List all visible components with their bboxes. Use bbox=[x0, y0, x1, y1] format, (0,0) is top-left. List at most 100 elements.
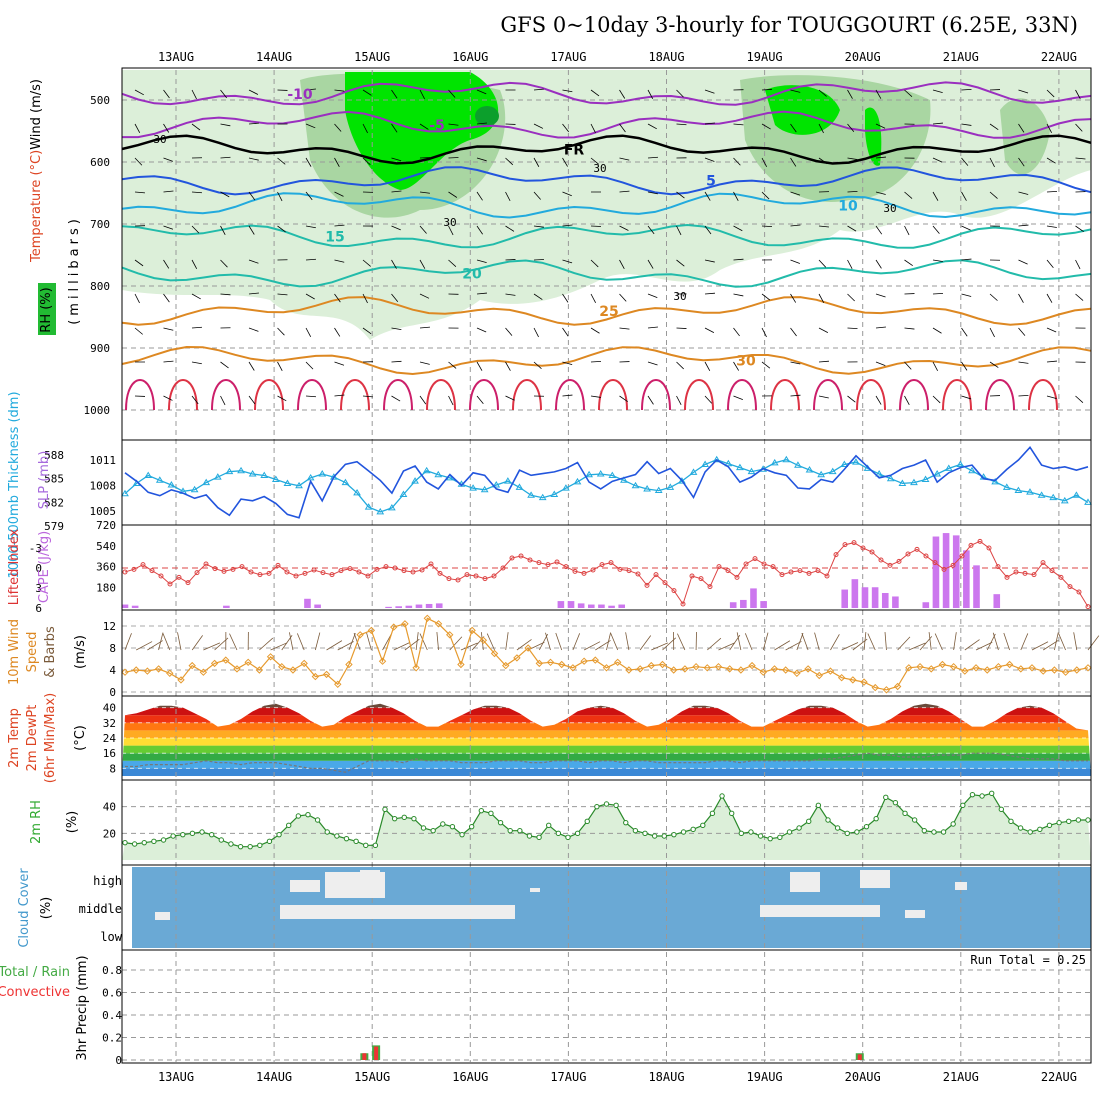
wind-barb bbox=[676, 191, 685, 199]
rh-marker bbox=[468, 823, 475, 830]
wind-barb bbox=[932, 89, 943, 93]
rh-marker bbox=[122, 839, 128, 846]
thickness-marker bbox=[596, 469, 605, 477]
wind-speed-marker bbox=[132, 666, 140, 674]
thickness-marker bbox=[562, 484, 570, 491]
wind-barb bbox=[704, 89, 715, 94]
lifted-index-marker bbox=[473, 573, 479, 579]
rh-marker bbox=[565, 834, 571, 841]
wind-barb bbox=[1018, 224, 1029, 227]
rh-mid-area bbox=[1000, 98, 1050, 175]
wind-barb bbox=[1046, 190, 1058, 193]
wind-speed-marker bbox=[916, 662, 924, 671]
precip-tick-label: 0.4 bbox=[102, 1009, 122, 1022]
wind-tick-label: 12 bbox=[103, 620, 116, 633]
slp-line bbox=[124, 445, 1089, 519]
page-title: GFS 0~10day 3-hourly for TOUGGOURT (6.25… bbox=[500, 13, 1078, 37]
warm-contour bbox=[684, 379, 714, 411]
cape-bar bbox=[760, 601, 767, 608]
warm-contour bbox=[340, 379, 370, 411]
cloud-level-label: low bbox=[100, 930, 122, 944]
wind-barb bbox=[476, 395, 484, 404]
wind-speed-marker bbox=[781, 666, 790, 674]
thickness-marker bbox=[852, 458, 860, 465]
thickness-marker bbox=[295, 481, 303, 489]
thickness-marker bbox=[237, 466, 245, 474]
wind-tick-label: 8 bbox=[109, 642, 116, 655]
lifted-index-marker bbox=[527, 557, 533, 563]
wind-speed-marker bbox=[759, 668, 767, 676]
surface-wind-barb bbox=[785, 641, 802, 651]
wind-barb bbox=[904, 225, 910, 236]
wind-barb bbox=[305, 191, 313, 201]
wind-barb bbox=[847, 190, 858, 193]
surface-wind-barb bbox=[158, 632, 164, 651]
lifted-index-marker bbox=[914, 546, 920, 552]
lifted-index-marker bbox=[545, 562, 551, 568]
thickness-marker bbox=[921, 475, 930, 482]
surface-wind-barb bbox=[203, 642, 221, 651]
wind-barb bbox=[476, 191, 483, 201]
wind-barb bbox=[448, 225, 454, 236]
thickness-marker bbox=[411, 477, 419, 484]
lifted-index-marker bbox=[194, 570, 200, 576]
wind-barb bbox=[134, 293, 140, 304]
wind-speed-marker bbox=[882, 686, 891, 694]
wind-barb bbox=[562, 191, 572, 197]
rh-marker bbox=[208, 831, 215, 838]
wind-barb bbox=[334, 191, 344, 197]
precip-panel bbox=[121, 949, 1092, 1064]
wind-barb bbox=[277, 327, 285, 336]
pressure-tick-label: 600 bbox=[90, 156, 110, 169]
thickness-marker bbox=[527, 491, 535, 498]
wind-barb bbox=[419, 395, 427, 405]
rh-marker bbox=[594, 803, 600, 810]
thickness-marker bbox=[1002, 483, 1011, 490]
wind-barb bbox=[818, 293, 825, 303]
warm-contour bbox=[813, 379, 843, 411]
lifted-index-marker bbox=[176, 574, 182, 580]
wind-barb bbox=[191, 395, 199, 405]
wind-barb bbox=[362, 157, 371, 166]
rh-marker bbox=[295, 813, 302, 819]
cape-bar bbox=[415, 604, 423, 608]
rh-marker bbox=[632, 827, 639, 834]
lifted-index-marker bbox=[1058, 574, 1064, 580]
wind-barb bbox=[220, 123, 231, 127]
lifted-index-marker bbox=[824, 573, 830, 579]
isotherm-line bbox=[122, 110, 1092, 139]
wind-barb bbox=[163, 293, 170, 303]
wind-barb bbox=[391, 327, 402, 331]
warm-contour bbox=[985, 379, 1015, 411]
wind-speed-marker bbox=[546, 658, 555, 667]
cape-bar bbox=[577, 603, 585, 608]
surface-wind-barb bbox=[908, 642, 926, 651]
wind-barb bbox=[1018, 361, 1029, 364]
wind-barb bbox=[163, 190, 174, 193]
wind-barb bbox=[932, 157, 943, 163]
wind-barb bbox=[562, 327, 569, 337]
top-date-label: 20AUG bbox=[845, 50, 881, 64]
rh-tick-label: 40 bbox=[103, 801, 116, 814]
wind-speed-marker bbox=[636, 665, 644, 673]
wind-barb bbox=[1018, 89, 1029, 94]
rh-marker bbox=[449, 823, 456, 830]
pressure-tick-label: 700 bbox=[90, 218, 110, 231]
wind-barb bbox=[875, 259, 882, 269]
lifted-index-marker bbox=[1085, 604, 1091, 610]
lifted-index-marker bbox=[491, 573, 497, 579]
wind-speed-marker bbox=[714, 662, 723, 671]
surface-wind-barb bbox=[572, 633, 581, 651]
wind-barb bbox=[505, 191, 511, 202]
lifted-index-marker bbox=[1004, 574, 1010, 580]
wind-axis-label: Wind (m/s) bbox=[29, 79, 44, 150]
thickness-marker bbox=[144, 471, 153, 479]
wind-speed-marker bbox=[266, 653, 275, 661]
wind-barb bbox=[476, 292, 487, 295]
slp-axis-label: SLP (mb) bbox=[37, 451, 52, 510]
rh-marker bbox=[459, 831, 465, 838]
wind-10m-panel bbox=[121, 609, 1092, 697]
lifted-index-marker bbox=[419, 567, 425, 573]
wind-barb bbox=[191, 293, 201, 300]
wind-barb bbox=[1018, 157, 1025, 167]
